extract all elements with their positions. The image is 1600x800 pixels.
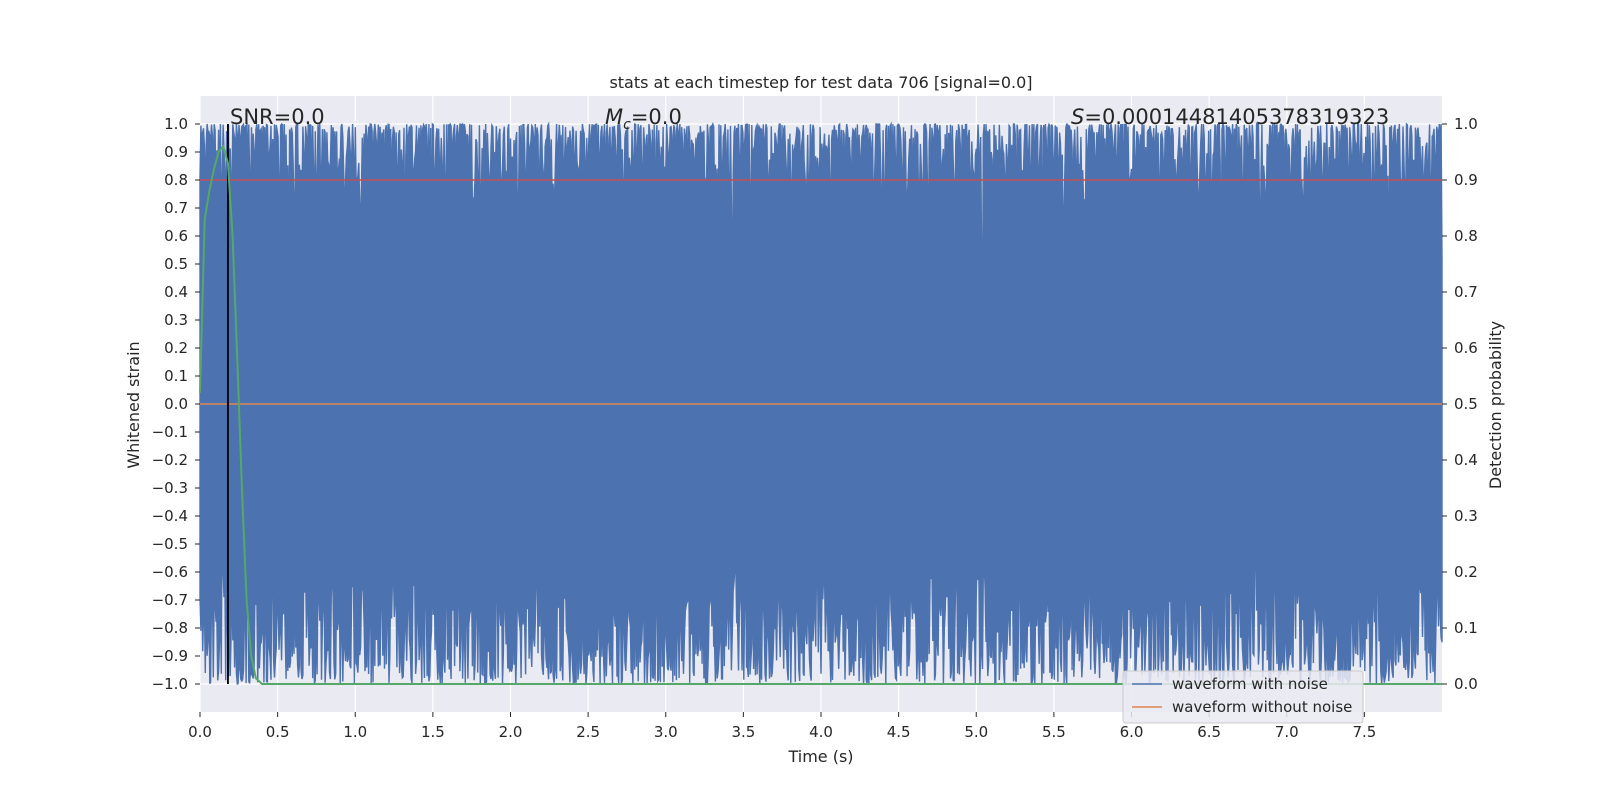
x-tick-label: 1.5 (421, 723, 445, 741)
x-tick-label: 7.0 (1275, 723, 1299, 741)
x-axis-label: Time (s) (787, 747, 853, 766)
y-right-tick-label: 1.0 (1454, 115, 1478, 133)
y-right-tick-label: 0.0 (1454, 675, 1478, 693)
snr-annotation: SNR=0.0 (230, 105, 325, 129)
y-tick-label: 0.3 (164, 311, 188, 329)
s-symbol: S (1071, 105, 1084, 129)
mc-annotation: Mc=0.0 (605, 105, 682, 133)
x-tick-label: 2.0 (499, 723, 523, 741)
y-tick-label: −0.4 (152, 507, 188, 525)
y-right-tick-label: 0.1 (1454, 619, 1478, 637)
y-axis-ticks: 1.0 0.9 0.8 0.7 0.6 0.5 0.4 0.3 0.2 0.1 0.0 −0.1 −0.… (152, 115, 200, 693)
y-tick-label: −0.1 (152, 423, 188, 441)
y-right-tick-label: 0.5 (1454, 395, 1478, 413)
x-tick-label: 0.5 (266, 723, 290, 741)
y-tick-label: −0.7 (152, 591, 188, 609)
s-annotation: S=0.00014481405378319323 (1071, 105, 1389, 129)
y-tick-label: 0.9 (164, 143, 188, 161)
x-tick-label: 6.5 (1197, 723, 1221, 741)
chart-title: stats at each timestep for test data 706… (609, 73, 1032, 92)
y-right-tick-label: 0.9 (1454, 171, 1478, 189)
legend-label-clean: waveform without noise (1172, 698, 1352, 716)
x-tick-label: 4.5 (887, 723, 911, 741)
y-right-tick-label: 0.4 (1454, 451, 1478, 469)
y-tick-label: −0.2 (152, 451, 188, 469)
s-value: =0.00014481405378319323 (1084, 105, 1389, 129)
y-tick-label: −0.6 (152, 563, 188, 581)
x-tick-label: 7.5 (1352, 723, 1376, 741)
y-right-axis-label: Detection probability (1486, 321, 1505, 489)
x-axis-ticks: 0.0 0.5 1.0 1.5 2.0 2.5 3.0 3.5 4.0 4.5 5.0 5.5 6.0 6… (188, 712, 1376, 741)
x-tick-label: 6.0 (1120, 723, 1144, 741)
y-right-tick-label: 0.6 (1454, 339, 1478, 357)
mc-subscript: c (623, 117, 631, 133)
x-tick-label: 1.0 (343, 723, 367, 741)
legend-box (1122, 670, 1364, 724)
probability-series-path (199, 144, 1442, 685)
x-tick-label: 2.5 (576, 723, 600, 741)
y-tick-label: 0.6 (164, 227, 188, 245)
legend: waveform with noise waveform without noi… (1122, 670, 1364, 724)
y-tick-label: 0.4 (164, 283, 188, 301)
mc-value: =0.0 (631, 105, 682, 129)
y-right-tick-label: 0.7 (1454, 283, 1478, 301)
y-tick-label: 1.0 (164, 115, 188, 133)
y-tick-label: −0.5 (152, 535, 188, 553)
y-tick-label: −0.8 (152, 619, 188, 637)
x-tick-label: 3.5 (731, 723, 755, 741)
mc-symbol: M (605, 105, 623, 129)
detection-probability-line (199, 144, 1442, 685)
y-tick-label: 0.1 (164, 367, 188, 385)
y-tick-label: 0.2 (164, 339, 188, 357)
y-tick-label: 0.5 (164, 255, 188, 273)
y-tick-label: −1.0 (152, 675, 188, 693)
y-tick-label: −0.9 (152, 647, 188, 665)
x-tick-label: 3.0 (654, 723, 678, 741)
x-tick-label: 5.0 (964, 723, 988, 741)
y-axis-label: Whitened strain (124, 341, 143, 468)
y-right-tick-label: 0.2 (1454, 563, 1478, 581)
legend-label-noise: waveform with noise (1172, 675, 1328, 693)
x-tick-label: 4.0 (809, 723, 833, 741)
y-tick-label: 0.7 (164, 199, 188, 217)
y-right-axis-ticks: 1.0 0.9 0.8 0.7 0.6 0.5 0.4 0.3 0.2 0.1 0.0 (1442, 115, 1478, 693)
x-tick-label: 0.0 (188, 723, 212, 741)
y-tick-label: 0.0 (164, 395, 188, 413)
y-tick-label: −0.3 (152, 479, 188, 497)
y-right-tick-label: 0.3 (1454, 507, 1478, 525)
x-tick-label: 5.5 (1042, 723, 1066, 741)
y-tick-label: 0.8 (164, 171, 188, 189)
y-right-tick-label: 0.8 (1454, 227, 1478, 245)
